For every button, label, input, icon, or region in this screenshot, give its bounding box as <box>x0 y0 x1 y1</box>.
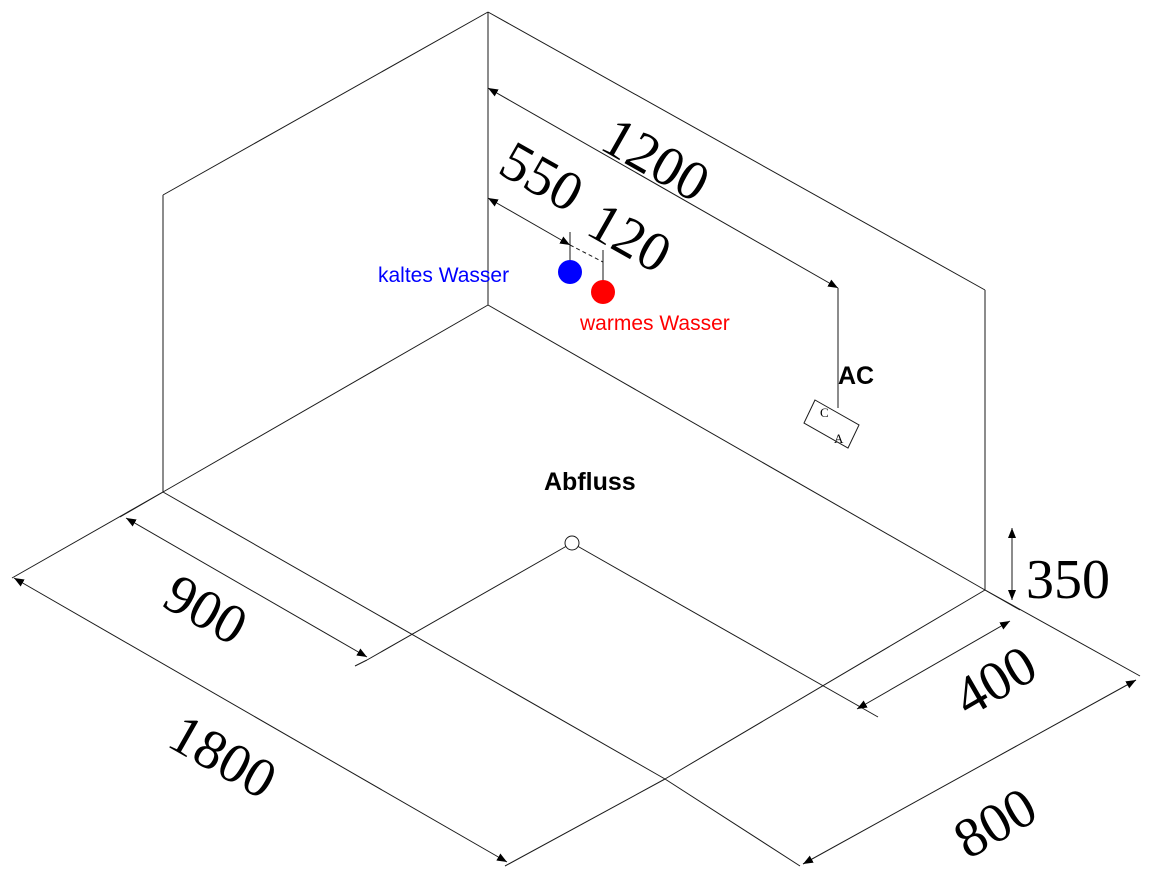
dimension-120: 120 <box>569 190 682 290</box>
dim-text-400: 400 <box>944 634 1048 730</box>
ac-label: AC <box>838 362 874 390</box>
cold-water-connection: kaltes Wasser <box>378 260 582 287</box>
drain-icon <box>564 535 580 551</box>
warm-water-marker <box>591 280 615 304</box>
dimension-400: 400 <box>856 589 1048 730</box>
cold-water-label: kaltes Wasser <box>378 264 509 287</box>
dim-text-350: 350 <box>1026 549 1110 611</box>
dimension-800: 800 <box>664 589 1141 870</box>
drain-label: Abfluss <box>544 468 636 496</box>
cold-water-marker <box>558 260 582 284</box>
ac-box-letter-c: C <box>820 405 829 420</box>
warm-water-connection: warmes Wasser <box>579 280 730 335</box>
dimension-350: 350 <box>1008 528 1110 611</box>
dim-text-550: 550 <box>490 129 594 224</box>
room-outline <box>162 11 986 780</box>
drain-guides <box>366 535 879 718</box>
ac-box <box>803 399 860 449</box>
dimension-550: 550 <box>487 129 594 246</box>
warm-water-label: warmes Wasser <box>579 312 730 335</box>
dim-text-800: 800 <box>944 776 1048 870</box>
dim-text-120: 120 <box>578 190 682 285</box>
ac-box-letter-a: A <box>834 431 844 446</box>
dimension-900: 900 <box>119 491 368 667</box>
ac-unit: AC C A <box>803 362 874 449</box>
dim-text-1800: 1800 <box>159 702 287 811</box>
dim-text-900: 900 <box>154 562 258 657</box>
